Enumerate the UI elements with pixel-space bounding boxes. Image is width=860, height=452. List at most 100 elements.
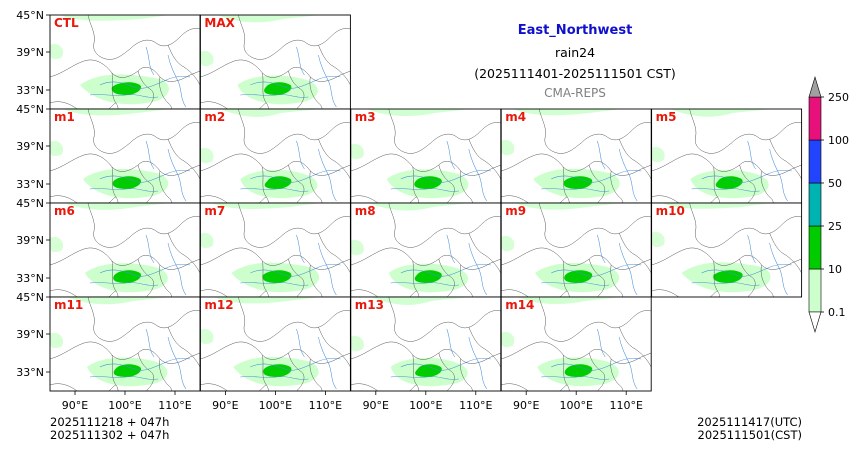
rain-area-light (501, 139, 515, 156)
variable-title: rain24 (554, 45, 596, 60)
rain-area-light (50, 140, 64, 157)
rain-area-core (415, 364, 442, 377)
panel-label-m12: m12 (204, 298, 233, 312)
rain-area-light (350, 239, 364, 256)
rain-area-core (111, 82, 142, 95)
lat-label: 39°N (16, 140, 44, 153)
rain-area-light (350, 335, 364, 352)
valid-cst: 2025111501(CST) (697, 428, 803, 442)
map-panel-m12: m12 (199, 296, 351, 392)
rain-area-light (65, 203, 170, 210)
rain-area-core (564, 364, 593, 377)
lon-label: 100°E (559, 399, 592, 412)
rain-area-light (200, 147, 214, 164)
panel-label-m11: m11 (54, 298, 83, 312)
lon-label: 90°E (513, 399, 539, 412)
lat-label: 33°N (16, 366, 44, 379)
rain-area-core (263, 364, 292, 377)
colorbar-label: 25 (828, 220, 842, 233)
rain-area-core (713, 270, 743, 283)
rain-area-light (63, 109, 170, 116)
rain-area-light (661, 203, 772, 209)
colorbar-label: 250 (828, 91, 849, 104)
rain-area-light (651, 146, 665, 163)
rain-area-light (501, 235, 515, 252)
rain-area-light (670, 109, 772, 117)
region-title: East_Northwest (517, 23, 633, 38)
colorbar-segment (808, 268, 822, 313)
rain-area-core (112, 176, 142, 189)
rain-area-light (200, 232, 214, 249)
panel-label-m8: m8 (355, 204, 376, 218)
period-title: (2025111401-2025111501 CST) (474, 66, 676, 81)
map-panel-m14: m14 (500, 296, 652, 392)
lon-label: 100°E (409, 399, 442, 412)
lon-label: 100°E (259, 399, 292, 412)
panel-label-m2: m2 (204, 110, 225, 124)
panel-label-m13: m13 (355, 298, 384, 312)
rain-area-core (264, 176, 292, 189)
lat-label-top: 45°N (16, 103, 44, 116)
rain-area-light (50, 332, 64, 349)
lat-label: 39°N (16, 328, 44, 341)
map-panel-m3: m3 (350, 108, 502, 204)
rain-area-light (651, 231, 665, 248)
lat-label-top: 45°N (16, 197, 44, 210)
colorbar-under-arrow (808, 311, 822, 334)
lon-label: 90°E (363, 399, 389, 412)
lat-label-top: 45°N (16, 9, 44, 22)
rain-area-light (350, 143, 364, 160)
lon-label: 110°E (459, 399, 492, 412)
map-panel-m9: m9 (500, 202, 652, 298)
lat-label: 33°N (16, 272, 44, 285)
rain-area-core (564, 270, 593, 283)
rain-area-light (501, 331, 515, 348)
rain-area-core (563, 176, 593, 189)
rain-area-light (368, 203, 471, 211)
rain-area-light (217, 15, 321, 23)
valid-time-block: 2025111417(UTC) 2025111501(CST) (697, 416, 802, 442)
rain-area-light (220, 109, 321, 117)
colorbar-segment (808, 225, 822, 270)
rain-area-core (414, 176, 442, 189)
map-panel-m4: m4 (500, 108, 652, 204)
rain-area-core (264, 82, 292, 95)
rain-area-core (262, 270, 292, 283)
colorbar: 0.1 10 25 50 100 250 (808, 75, 849, 334)
rain-area-light (213, 297, 321, 304)
lat-label: 39°N (16, 234, 44, 247)
panel-label-m1: m1 (54, 110, 75, 124)
colorbar-over-arrow (808, 75, 822, 98)
colorbar-label: 50 (828, 177, 842, 190)
rain-area-core (113, 364, 142, 377)
map-panel-m11: m11 (49, 296, 201, 392)
valid-utc: 2025111417(UTC) (697, 415, 802, 429)
source-title: CMA-REPS (544, 86, 606, 100)
colorbar-segment (808, 139, 822, 184)
rain-area-light (67, 297, 170, 305)
colorbar-segment (808, 96, 822, 141)
lon-label: 110°E (158, 399, 191, 412)
panel-label-m14: m14 (505, 298, 534, 312)
map-panel-m7: m7 (199, 202, 351, 298)
rain-area-light (515, 203, 622, 210)
lat-label: 33°N (16, 84, 44, 97)
map-panel-CTL: CTL (49, 14, 201, 110)
rain-area-light (517, 297, 622, 305)
map-panel-m1: m1 (49, 108, 201, 204)
map-panel-m2: m2 (199, 108, 351, 204)
colorbar-label: 10 (828, 263, 842, 276)
panel-frame (651, 202, 803, 298)
init-utc: 2025111218 + 047h (50, 415, 170, 429)
panel-label-m5: m5 (656, 110, 677, 124)
lat-label: 33°N (16, 178, 44, 191)
lon-label: 90°E (62, 399, 88, 412)
lon-label: 90°E (212, 399, 238, 412)
panel-label-CTL: CTL (54, 16, 79, 30)
rain-area-core (414, 270, 442, 283)
lon-label: 110°E (609, 399, 642, 412)
lat-label-top: 45°N (16, 291, 44, 304)
rain-area-core (113, 270, 142, 283)
map-panel-m8: m8 (350, 202, 502, 298)
